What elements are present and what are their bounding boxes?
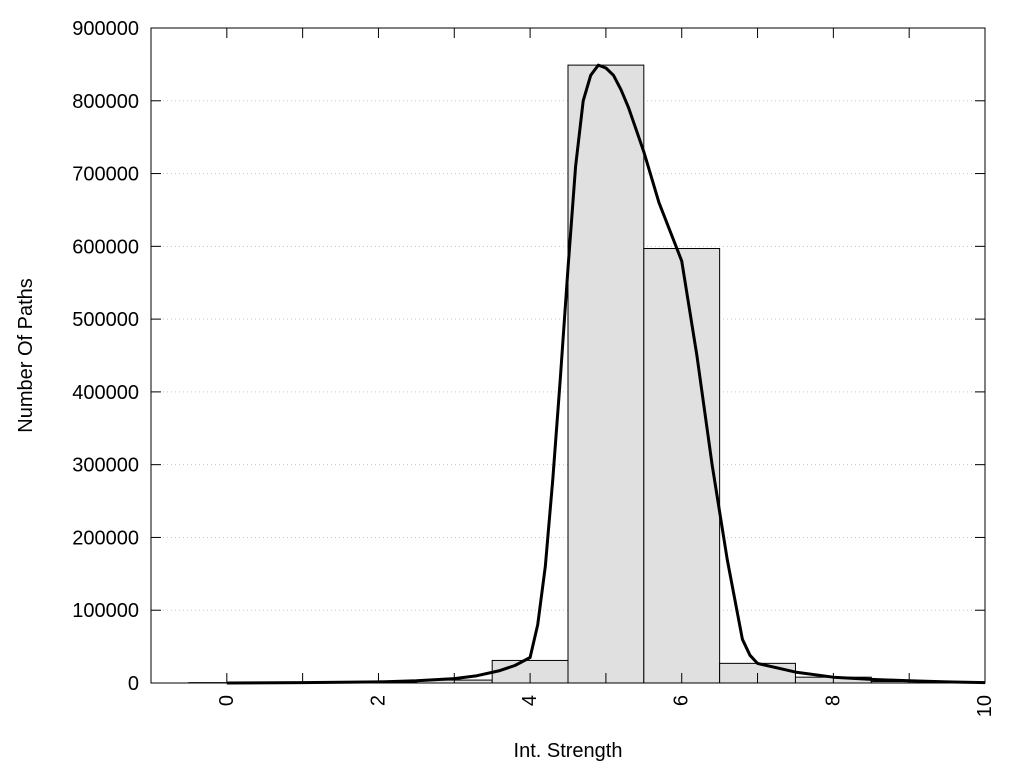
y-tick-label: 900000 bbox=[72, 18, 139, 40]
histogram-bar bbox=[567, 64, 645, 684]
y-axis-title: Number Of Paths bbox=[15, 278, 37, 433]
x-tick-labels: 0 2 4 6 8 10 bbox=[216, 695, 996, 717]
y-tick-labels: 0 100000 200000 300000 400000 500000 600000 700… bbox=[72, 18, 139, 695]
y-tick-label: 300000 bbox=[72, 455, 139, 477]
fit-curve-line bbox=[226, 63, 986, 685]
histogram-bar bbox=[643, 248, 721, 684]
x-tick-label: 10 bbox=[974, 695, 996, 717]
y-tick-label: 100000 bbox=[72, 600, 139, 622]
histogram-bars bbox=[188, 64, 948, 684]
y-tick-label: 0 bbox=[128, 673, 139, 695]
x-tick-label: 0 bbox=[216, 695, 238, 706]
axis-ticks bbox=[151, 27, 986, 684]
y-tick-label: 500000 bbox=[72, 309, 139, 331]
y-tick-label: 400000 bbox=[72, 382, 139, 404]
y-tick-label: 200000 bbox=[72, 527, 139, 549]
x-tick-label: 2 bbox=[367, 695, 389, 706]
x-tick-label: 8 bbox=[822, 695, 844, 706]
x-tick-label: 6 bbox=[671, 695, 693, 706]
y-tick-label: 600000 bbox=[72, 236, 139, 258]
y-tick-label: 800000 bbox=[72, 91, 139, 113]
x-axis-title: Int. Strength bbox=[514, 740, 623, 762]
y-tick-label: 700000 bbox=[72, 164, 139, 186]
plot-frame bbox=[150, 27, 986, 684]
x-tick-label: 4 bbox=[519, 695, 541, 706]
